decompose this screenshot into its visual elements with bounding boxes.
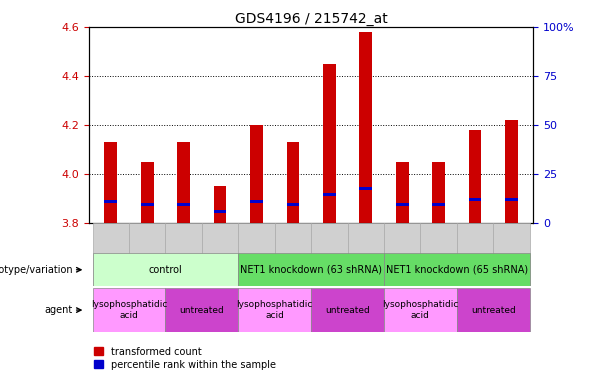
Bar bbox=[250, 125, 263, 223]
Bar bbox=[348, 223, 384, 286]
Bar bbox=[141, 203, 153, 206]
Bar bbox=[286, 142, 299, 223]
Bar bbox=[505, 120, 518, 223]
Text: agent: agent bbox=[45, 305, 73, 315]
Bar bbox=[323, 64, 336, 223]
Legend: transformed count, percentile rank within the sample: transformed count, percentile rank withi… bbox=[94, 347, 276, 369]
Text: untreated: untreated bbox=[180, 306, 224, 314]
Text: lysophosphatidic
acid: lysophosphatidic acid bbox=[237, 300, 313, 320]
Bar bbox=[493, 223, 530, 286]
Bar bbox=[238, 223, 275, 286]
Bar bbox=[286, 203, 299, 206]
Text: genotype/variation: genotype/variation bbox=[0, 265, 73, 275]
Bar bbox=[421, 223, 457, 286]
Bar bbox=[505, 198, 518, 201]
Bar bbox=[469, 130, 481, 223]
Bar bbox=[250, 200, 263, 204]
Bar bbox=[457, 223, 493, 286]
Text: lysophosphatidic
acid: lysophosphatidic acid bbox=[382, 300, 459, 320]
Bar bbox=[311, 223, 348, 286]
Bar bbox=[141, 162, 153, 223]
Bar bbox=[359, 187, 372, 190]
Text: NET1 knockdown (63 shRNA): NET1 knockdown (63 shRNA) bbox=[240, 265, 382, 275]
Bar bbox=[214, 186, 226, 223]
Bar bbox=[384, 288, 457, 332]
Bar bbox=[93, 253, 238, 286]
Text: control: control bbox=[148, 265, 182, 275]
Bar bbox=[359, 32, 372, 223]
Text: lysophosphatidic
acid: lysophosphatidic acid bbox=[91, 300, 167, 320]
Text: untreated: untreated bbox=[325, 306, 370, 314]
Bar bbox=[214, 210, 226, 213]
Bar bbox=[432, 203, 445, 206]
Bar bbox=[93, 288, 166, 332]
Bar bbox=[275, 223, 311, 286]
Bar bbox=[177, 203, 190, 206]
Bar bbox=[396, 203, 408, 206]
Bar bbox=[323, 193, 336, 196]
Bar bbox=[238, 253, 384, 286]
Text: untreated: untreated bbox=[471, 306, 516, 314]
Bar bbox=[469, 198, 481, 201]
Bar bbox=[129, 223, 166, 286]
Bar bbox=[396, 162, 408, 223]
Title: GDS4196 / 215742_at: GDS4196 / 215742_at bbox=[235, 12, 387, 26]
Bar bbox=[311, 288, 384, 332]
Bar bbox=[177, 142, 190, 223]
Bar bbox=[93, 223, 129, 286]
Bar bbox=[384, 253, 530, 286]
Bar bbox=[166, 223, 202, 286]
Bar bbox=[457, 288, 530, 332]
Bar bbox=[432, 162, 445, 223]
Bar bbox=[384, 223, 421, 286]
Bar bbox=[202, 223, 238, 286]
Text: NET1 knockdown (65 shRNA): NET1 knockdown (65 shRNA) bbox=[386, 265, 528, 275]
Bar bbox=[238, 288, 311, 332]
Bar bbox=[166, 288, 238, 332]
Bar bbox=[104, 200, 117, 204]
Bar bbox=[104, 142, 117, 223]
